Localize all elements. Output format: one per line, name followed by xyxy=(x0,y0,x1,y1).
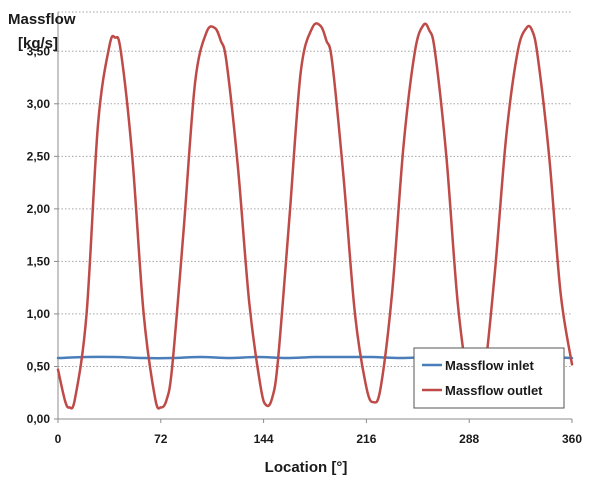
y-tick-label: 1,50 xyxy=(27,254,51,268)
x-tick-label: 288 xyxy=(459,432,479,446)
y-tick-label: 0,50 xyxy=(27,359,51,373)
x-tick-label: 0 xyxy=(55,432,62,446)
axes xyxy=(57,12,572,420)
y-tick-label: 3,50 xyxy=(27,44,51,58)
legend-label-inlet: Massflow inlet xyxy=(445,358,535,373)
x-tick-label: 216 xyxy=(356,432,376,446)
y-tick-label: 1,00 xyxy=(27,307,51,321)
x-tick-labels: 0 72 144 216 288 360 xyxy=(55,419,582,446)
y-tick-label: 3,00 xyxy=(27,97,51,111)
x-tick-label: 72 xyxy=(154,432,168,446)
y-axis-title-line2: [kg/s] xyxy=(18,35,58,52)
x-axis-title: Location [°] xyxy=(265,459,348,476)
legend-label-outlet: Massflow outlet xyxy=(445,383,543,398)
y-axis-title-line1: Massflow xyxy=(8,11,76,28)
x-tick-label: 360 xyxy=(562,432,582,446)
y-tick-label: 2,50 xyxy=(27,149,51,163)
y-tick-label: 0,00 xyxy=(27,412,51,426)
y-tick-label: 2,00 xyxy=(27,202,51,216)
legend-box xyxy=(413,347,565,409)
y-tick-labels: 0,00 0,50 1,00 1,50 2,00 2,50 3,00 3,50 xyxy=(27,44,58,426)
legend: Massflow inlet Massflow outlet xyxy=(413,347,565,409)
x-tick-label: 144 xyxy=(254,432,274,446)
